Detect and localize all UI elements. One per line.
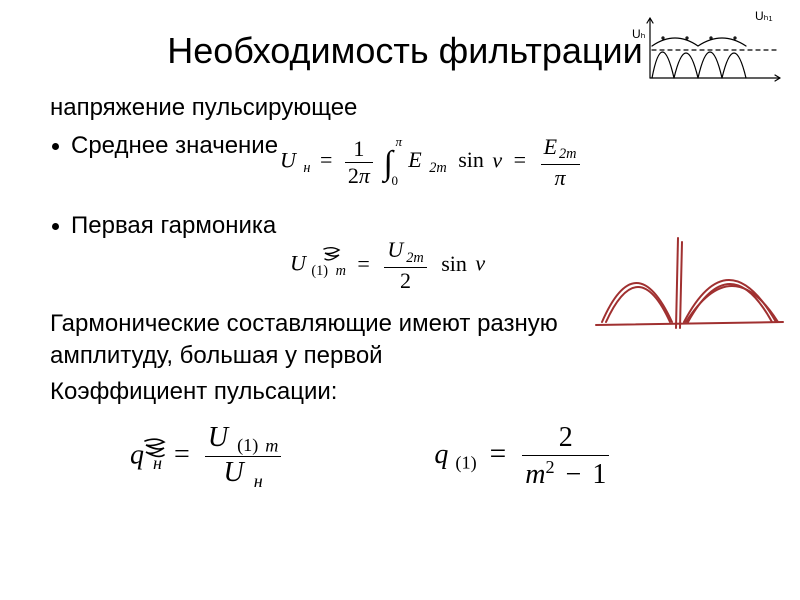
- sym-eq5: =: [484, 438, 513, 470]
- frac-1-over-2pi: 1 2π: [345, 137, 373, 188]
- formula-q-1: q (1) = 2 m2 − 1: [434, 423, 612, 491]
- sym-E: E: [408, 147, 421, 172]
- slide-body: напряжение пульсирующее Среднее значение…: [50, 92, 760, 491]
- bullet-mean-label: Среднее значение: [71, 130, 278, 162]
- scribble-icon: [322, 246, 342, 264]
- sym-sub-m: m: [336, 263, 346, 279]
- formula-mean-value: U н = 1 2π π ∫ 0 E 2m sin ν = E2m π: [280, 135, 760, 190]
- sym-U: U: [280, 147, 296, 172]
- sym-q: q: [130, 439, 144, 470]
- sym-sub-2m: 2m: [429, 160, 446, 176]
- para-coefficient: Коэффициент пульсации:: [50, 376, 760, 408]
- intro-line: напряжение пульсирующее: [50, 92, 760, 124]
- formula-q-n: q н = U (1) m U н: [130, 423, 284, 491]
- bullet-first-harmonic-label: Первая гармоника: [71, 210, 276, 242]
- frac-u2m-over-2: U2m 2: [384, 238, 426, 293]
- frac-e2m-over-pi: E2m π: [541, 135, 580, 190]
- sym-sin2: sin: [435, 251, 470, 276]
- formula-row-bottom: q н = U (1) m U н: [130, 423, 760, 491]
- frac-u1m-over-un: U (1) m U н: [205, 423, 282, 491]
- sym-eq: =: [316, 147, 336, 172]
- sym-eq2: =: [508, 147, 532, 172]
- integral: π ∫ 0: [383, 145, 392, 180]
- sym-sub-paren1: (1): [311, 263, 328, 279]
- bullet-dot-icon: [52, 143, 59, 150]
- wave-label-top: Uₕ₁: [755, 9, 773, 23]
- sym-sub-n2: н: [153, 453, 162, 473]
- para-harmonic-components: Гармонические составляющие имеют разную …: [50, 308, 670, 373]
- sym-q2: q: [434, 439, 448, 470]
- sym-sin: sin: [452, 147, 487, 172]
- wave-label-left: Uₕ: [632, 27, 646, 41]
- formula-first-harmonic: U (1) m = U2m 2 sin ν: [290, 238, 760, 293]
- slide-root: Uₕ₁ Uₕ Необходимость фильтрации напряжен…: [0, 0, 800, 600]
- sym-sub-n: н: [303, 160, 310, 176]
- sym-eq3: =: [351, 251, 375, 276]
- waveform-sketch-icon: Uₕ₁ Uₕ: [630, 8, 790, 88]
- sym-U-h: U: [290, 251, 306, 276]
- sym-sub-paren1-b: (1): [455, 452, 476, 472]
- sym-nu: ν: [492, 147, 502, 172]
- bullet-dot-icon: [52, 223, 59, 230]
- frac-2-over-m2-1: 2 m2 − 1: [522, 423, 609, 491]
- sym-nu2: ν: [475, 251, 485, 276]
- sym-eq4: =: [169, 439, 195, 470]
